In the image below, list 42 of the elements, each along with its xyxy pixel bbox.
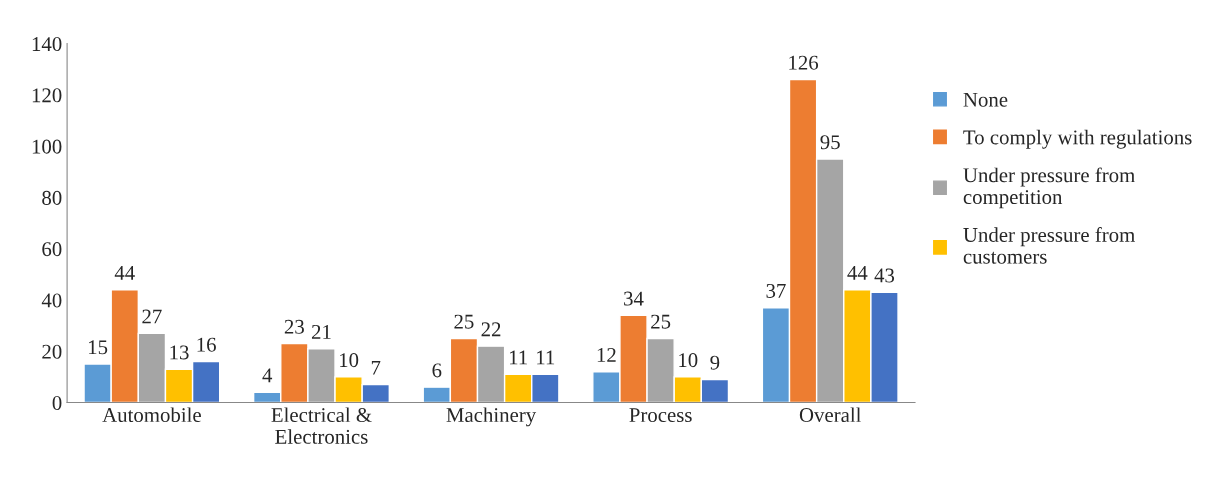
- y-tick-label: 140: [32, 37, 62, 52]
- data-label: 25: [454, 314, 474, 329]
- x-tick-label: Process: [629, 408, 692, 423]
- data-label: 4: [262, 368, 273, 383]
- data-label: 44: [847, 266, 868, 280]
- data-label: 21: [311, 324, 331, 339]
- data-label: 95: [820, 135, 840, 150]
- data-label: 13: [170, 345, 189, 360]
- data-label: 12: [597, 348, 616, 362]
- x-tick-label: Electrical & Electronics: [271, 407, 372, 444]
- x-tick-label: Machinery: [446, 407, 537, 427]
- data-label: 25: [651, 314, 671, 329]
- data-label: 11: [509, 350, 527, 365]
- data-label: 16: [197, 337, 216, 352]
- data-label: 44: [114, 266, 135, 280]
- legend-label: To comply with regulations: [963, 129, 1192, 149]
- y-tick-label: 0: [52, 395, 62, 410]
- data-label: 126: [789, 55, 819, 70]
- data-label: 34: [624, 291, 644, 306]
- data-label: 37: [766, 283, 786, 298]
- data-label: 7: [371, 360, 381, 375]
- data-label: 27: [142, 309, 162, 324]
- y-tick-label: 60: [42, 242, 62, 257]
- data-label: 22: [481, 322, 501, 337]
- y-tick-label: 40: [41, 293, 62, 308]
- data-label: 9: [710, 355, 720, 370]
- data-label: 23: [284, 319, 304, 334]
- data-label: 15: [89, 340, 108, 355]
- data-label: 6: [432, 363, 442, 378]
- data-label: 43: [874, 268, 895, 283]
- data-label: 10: [679, 353, 698, 368]
- y-tick-label: 100: [32, 139, 62, 154]
- data-label: 10: [340, 353, 359, 368]
- y-tick-label: 120: [32, 88, 62, 103]
- data-label: 11: [537, 350, 555, 365]
- legend-label: Under pressure from competition: [963, 167, 1135, 209]
- legend-label: Under pressure from customers: [963, 227, 1135, 264]
- x-tick-label: Overall: [799, 407, 862, 423]
- y-tick-label: 20: [42, 344, 62, 359]
- y-tick-label: 80: [42, 190, 62, 205]
- x-tick-label: Automobile: [102, 407, 201, 423]
- legend-label: None: [963, 92, 1008, 107]
